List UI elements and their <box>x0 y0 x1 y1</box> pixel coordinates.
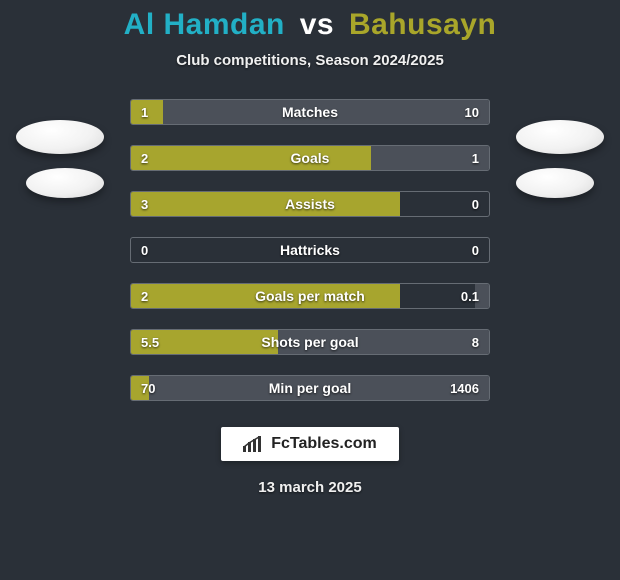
comparison-card: Al Hamdan vs Bahusayn Club competitions,… <box>0 0 620 580</box>
player2-avatar <box>516 168 594 198</box>
page-title: Al Hamdan vs Bahusayn <box>124 8 497 42</box>
stat-bar: Shots per goal5.58 <box>130 329 490 355</box>
subtitle: Club competitions, Season 2024/2025 <box>176 52 444 69</box>
player1-name: Al Hamdan <box>124 8 285 41</box>
stat-bar: Hattricks0 0 <box>130 237 490 263</box>
bar-fill-left <box>131 146 371 170</box>
player1-avatar <box>26 168 104 198</box>
bar-fill-left <box>131 376 149 400</box>
bar-fill-right <box>371 146 489 170</box>
stat-value-right: 0 <box>462 238 489 262</box>
stat-label: Hattricks <box>131 238 489 262</box>
bar-fill-right <box>163 100 489 124</box>
bar-fill-right <box>278 330 489 354</box>
date-text: 13 march 2025 <box>258 479 361 496</box>
stat-bar: Assists30 <box>130 191 490 217</box>
player1-avatar-shadow <box>16 120 104 154</box>
player2-avatar-shadow <box>516 120 604 154</box>
bar-fill-left <box>131 192 400 216</box>
bar-fill-right <box>149 376 489 400</box>
stat-value-left: 0 <box>131 238 158 262</box>
stats-bars: Matches110Goals21Assists30Hattricks00Goa… <box>130 99 490 401</box>
branding-badge: FcTables.com <box>221 427 399 461</box>
stat-bar: Min per goal701406 <box>130 375 490 401</box>
player2-name: Bahusayn <box>349 8 496 41</box>
stat-bar: Matches110 <box>130 99 490 125</box>
bar-fill-right <box>475 284 489 308</box>
stat-value-right: 0 <box>462 192 489 216</box>
vs-text: vs <box>300 8 334 41</box>
branding-text: FcTables.com <box>271 435 377 453</box>
bar-fill-left <box>131 100 163 124</box>
stat-bar: Goals per match20.1 <box>130 283 490 309</box>
chart-icon <box>243 436 263 452</box>
bar-fill-left <box>131 284 400 308</box>
bar-fill-left <box>131 330 278 354</box>
stat-bar: Goals21 <box>130 145 490 171</box>
